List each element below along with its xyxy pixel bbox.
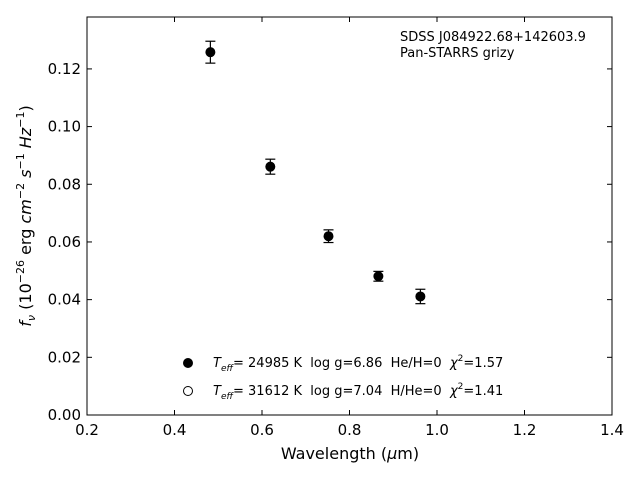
legend: Teff= 24985 K log g=6.86 He/H=0 χ2=1.57 T…: [183, 354, 503, 402]
data-point-open: [265, 162, 275, 172]
survey-annotation: Pan-STARRS grizy: [400, 46, 515, 61]
y-tick-label: 0.02: [48, 348, 81, 366]
x-tick-label: 1.4: [600, 421, 624, 439]
y-tick-label: 0.12: [48, 60, 81, 78]
x-tick-label: 0.6: [250, 421, 274, 439]
x-tick-label: 1.0: [425, 421, 449, 439]
x-axis-label: Wavelength (µm): [281, 444, 419, 463]
axis-ticks: 0.2 0.4 0.6 0.8 1.0 1.2 1.4 0.00 0.02 0.04 0.06 0.0…: [48, 17, 624, 439]
data-points: [205, 47, 426, 302]
x-tick-label: 1.2: [513, 421, 537, 439]
data-point-open: [415, 291, 425, 301]
x-tick-label: 0.4: [163, 421, 187, 439]
data-point-open: [205, 47, 215, 57]
y-axis-label: fν (10−26 erg cm−2 s−1 Hz−1): [14, 105, 38, 326]
x-tick-label: 0.8: [338, 421, 362, 439]
data-point-open: [324, 231, 333, 241]
x-tick-label: 0.2: [75, 421, 99, 439]
y-tick-label: 0.00: [48, 406, 81, 424]
object-name-annotation: SDSS J084922.68+142603.9: [400, 30, 586, 45]
legend-entry: Teff= 24985 K log g=6.86 He/H=0 χ2=1.57: [213, 354, 503, 374]
y-tick-label: 0.04: [48, 291, 81, 309]
legend-entry: Teff= 31612 K log g=7.04 H/He=0 χ2=1.41: [213, 382, 503, 402]
y-tick-label: 0.10: [48, 118, 81, 136]
legend-marker: [183, 386, 193, 396]
y-tick-label: 0.08: [48, 175, 81, 193]
data-point-open: [373, 271, 383, 281]
y-tick-label: 0.06: [48, 233, 81, 251]
error-bars: [205, 40, 426, 305]
legend-marker: [183, 358, 193, 368]
